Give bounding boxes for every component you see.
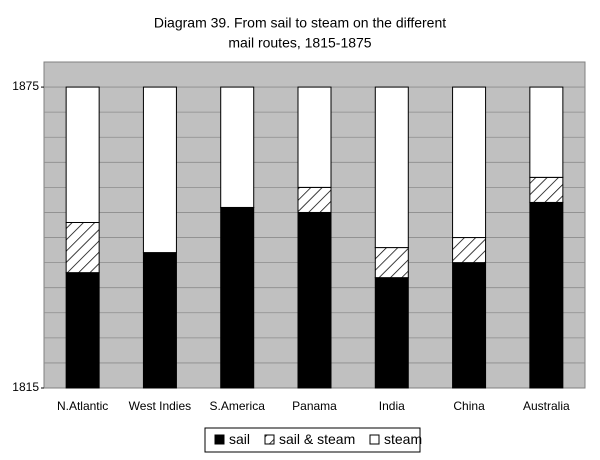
x-tick-label: Australia — [523, 399, 570, 413]
legend-box — [204, 427, 421, 453]
legend-label: sail — [229, 431, 250, 447]
bar-segment — [529, 86, 564, 178]
chart-title: Diagram 39. From sail to steam on the di… — [154, 15, 446, 31]
bar-segment — [142, 252, 177, 389]
bar-segment — [529, 176, 564, 203]
bar-segment — [452, 86, 487, 239]
legend-swatch — [369, 434, 380, 445]
bar-segment — [220, 206, 255, 389]
legend-label: steam — [384, 431, 422, 447]
bar-segment — [374, 277, 409, 389]
bar-segment — [374, 247, 409, 279]
x-tick-label: China — [453, 399, 485, 413]
legend-label: sail & steam — [279, 431, 355, 447]
y-tick-label: 1875 — [12, 79, 39, 93]
chart-title: mail routes, 1815-1875 — [228, 35, 371, 51]
bar-segment — [297, 186, 332, 213]
bar-segment — [142, 86, 177, 254]
x-tick-label: N.Atlantic — [57, 399, 108, 413]
bar-segment — [374, 86, 409, 249]
x-tick-label: India — [379, 399, 405, 413]
bar-segment — [65, 86, 100, 223]
bar-segment — [452, 262, 487, 389]
bar-segment — [65, 272, 100, 389]
x-tick-label: S.America — [210, 399, 266, 413]
bar-segment — [297, 211, 332, 389]
bar-segment — [65, 221, 100, 274]
bar-segment — [529, 201, 564, 389]
x-tick-label: West Indies — [129, 399, 191, 413]
legend-swatch — [264, 434, 275, 445]
bar-segment — [452, 237, 487, 264]
bar-segment — [297, 86, 332, 188]
legend-swatch — [214, 434, 225, 445]
bar-segment — [220, 86, 255, 208]
y-tick-label: 1815 — [12, 380, 39, 394]
x-tick-label: Panama — [292, 399, 337, 413]
